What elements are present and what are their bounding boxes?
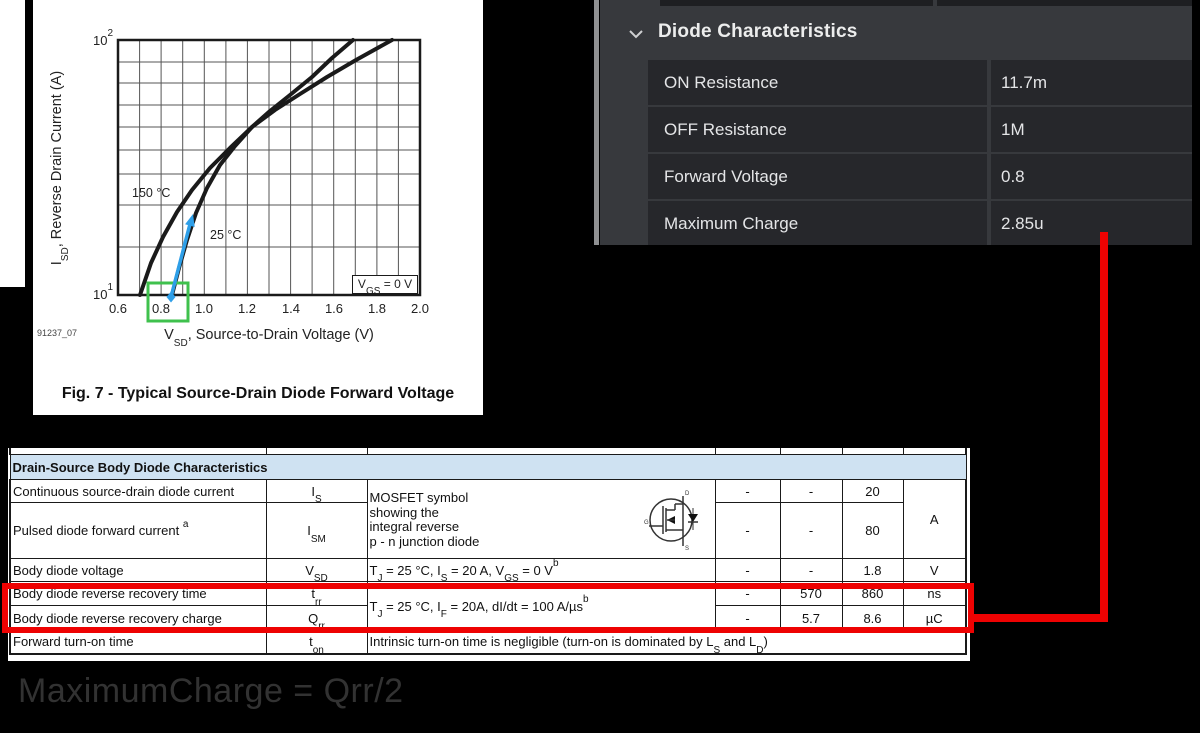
typ-cell: - <box>779 558 843 582</box>
plot-border <box>116 38 422 297</box>
property-value[interactable]: 2.85u <box>991 201 1192 245</box>
green-highlight-box <box>146 281 190 323</box>
x-tick: 1.4 <box>281 301 301 316</box>
min-cell: - <box>714 502 781 559</box>
curve-150c <box>138 38 394 297</box>
cropped-row-fragment <box>937 0 1192 6</box>
grid-lines <box>118 40 420 295</box>
pin-label-s: S <box>685 546 689 552</box>
symbol-cell: ISM <box>265 502 368 559</box>
red-connector-horizontal <box>970 614 1108 622</box>
cropped-row-fragment <box>660 0 933 6</box>
chevron-down-icon <box>629 30 643 39</box>
table-row: Continuous source-drain diode current IS… <box>9 479 967 559</box>
left-page-edge <box>0 0 25 287</box>
formula-text: MaximumCharge = Qrr/2 <box>18 672 404 710</box>
min-cell: - <box>714 605 781 631</box>
property-label: Forward Voltage <box>648 154 987 199</box>
note-cell: Intrinsic turn-on time is negligible (tu… <box>366 630 967 655</box>
property-label: ON Resistance <box>648 60 987 105</box>
y-axis-title: ISD, Reverse Drain Current (A) <box>49 70 71 266</box>
table-section-header: Drain-Source Body Diode Characteristics <box>9 454 967 480</box>
curve-label-150c: 150 °C <box>132 186 171 200</box>
table-row: Pulsed diode forward current a ISM - - 8… <box>9 502 966 559</box>
datasheet-figure-panel: 102 101 0.6 0.8 1.0 1.2 1.4 1.6 1.8 2.0 … <box>33 0 483 415</box>
curve-label-25c: 25 °C <box>210 228 242 242</box>
unit-cell: V <box>902 558 967 582</box>
body-diode-table-panel: Drain-Source Body Diode Characteristics … <box>8 448 970 661</box>
property-row: Forward Voltage 0.8 <box>648 154 1192 199</box>
max-cell: 8.6 <box>841 605 904 631</box>
parameter-cell: Forward turn-on time <box>9 630 267 655</box>
property-row: OFF Resistance 1M <box>648 107 1192 152</box>
table-row: Forward turn-on time ton Intrinsic turn-… <box>9 630 967 655</box>
parameter-cell: Pulsed diode forward current a <box>9 502 267 559</box>
table-row-qrr: Body diode reverse recovery charge Qrr -… <box>9 605 967 631</box>
y-tick-10: 101 <box>92 281 113 302</box>
pin-label-g: G <box>644 520 649 526</box>
min-cell: - <box>714 479 781 503</box>
diode-properties-panel: Diode Characteristics ON Resistance 11.7… <box>600 0 1192 245</box>
max-cell: 20 <box>841 479 904 503</box>
symbol-cell: VSD <box>265 558 368 582</box>
vgs-condition-box: VGS = 0 V <box>352 275 418 297</box>
x-tick: 0.8 <box>151 301 171 316</box>
red-connector-vertical <box>1100 232 1108 622</box>
symbol-cell: IS <box>265 479 368 503</box>
property-label: OFF Resistance <box>648 107 987 152</box>
x-tick: 1.2 <box>237 301 257 316</box>
body-diode-table: Drain-Source Body Diode Characteristics … <box>9 448 967 655</box>
typ-cell: 5.7 <box>779 605 843 631</box>
mosfet-symbol-cell: MOSFET symbol showing the integral reverse… <box>366 479 716 559</box>
max-cell: 80 <box>841 502 904 559</box>
unit-cell: A <box>902 479 967 559</box>
x-tick: 1.0 <box>194 301 214 316</box>
x-tick: 2.0 <box>410 301 430 316</box>
conditions-cell: TJ = 25 °C, IS = 20 A, VGS = 0 Vb <box>366 558 716 582</box>
typ-cell: - <box>779 479 843 503</box>
property-value[interactable]: 0.8 <box>991 154 1192 199</box>
min-cell: - <box>714 558 781 582</box>
x-axis-title: VSD, Source-to-Drain Voltage (V) <box>164 327 374 349</box>
property-value[interactable]: 11.7m <box>991 60 1192 105</box>
parameter-cell: Continuous source-drain diode current <box>9 479 267 503</box>
x-tick: 1.8 <box>367 301 387 316</box>
typ-cell: - <box>779 502 843 559</box>
figure-watermark: 91237_07 <box>37 328 78 338</box>
property-row: ON Resistance 11.7m <box>648 60 1192 105</box>
figure-caption: Fig. 7 - Typical Source-Drain Diode Forw… <box>61 385 455 402</box>
pin-label-d: D <box>685 491 690 497</box>
x-tick: 1.6 <box>324 301 344 316</box>
property-label: Maximum Charge <box>648 201 987 245</box>
property-value[interactable]: 1M <box>991 107 1192 152</box>
red-highlight-box <box>2 583 974 633</box>
section-title: Diode Characteristics <box>658 21 858 42</box>
property-row: Maximum Charge 2.85u <box>648 201 1192 245</box>
blue-annotation-arrow <box>166 214 195 303</box>
mosfet-note: MOSFET symbol showing the integral reverse… <box>369 490 480 549</box>
diode-forward-voltage-chart <box>116 38 422 323</box>
max-cell: 1.8 <box>841 558 904 582</box>
y-tick-100: 102 <box>92 27 113 48</box>
section-header-diode-characteristics[interactable]: Diode Characteristics <box>600 6 1192 58</box>
symbol-cell: ton <box>265 630 368 655</box>
table-title: Drain-Source Body Diode Characteristics <box>9 454 967 480</box>
table-row: Body diode voltage VSD TJ = 25 °C, IS = … <box>9 558 967 582</box>
x-tick: 0.6 <box>108 301 128 316</box>
mosfet-symbol-icon: D G S <box>644 491 698 552</box>
scrollbar[interactable] <box>594 0 599 245</box>
parameter-cell: Body diode voltage <box>9 558 267 582</box>
